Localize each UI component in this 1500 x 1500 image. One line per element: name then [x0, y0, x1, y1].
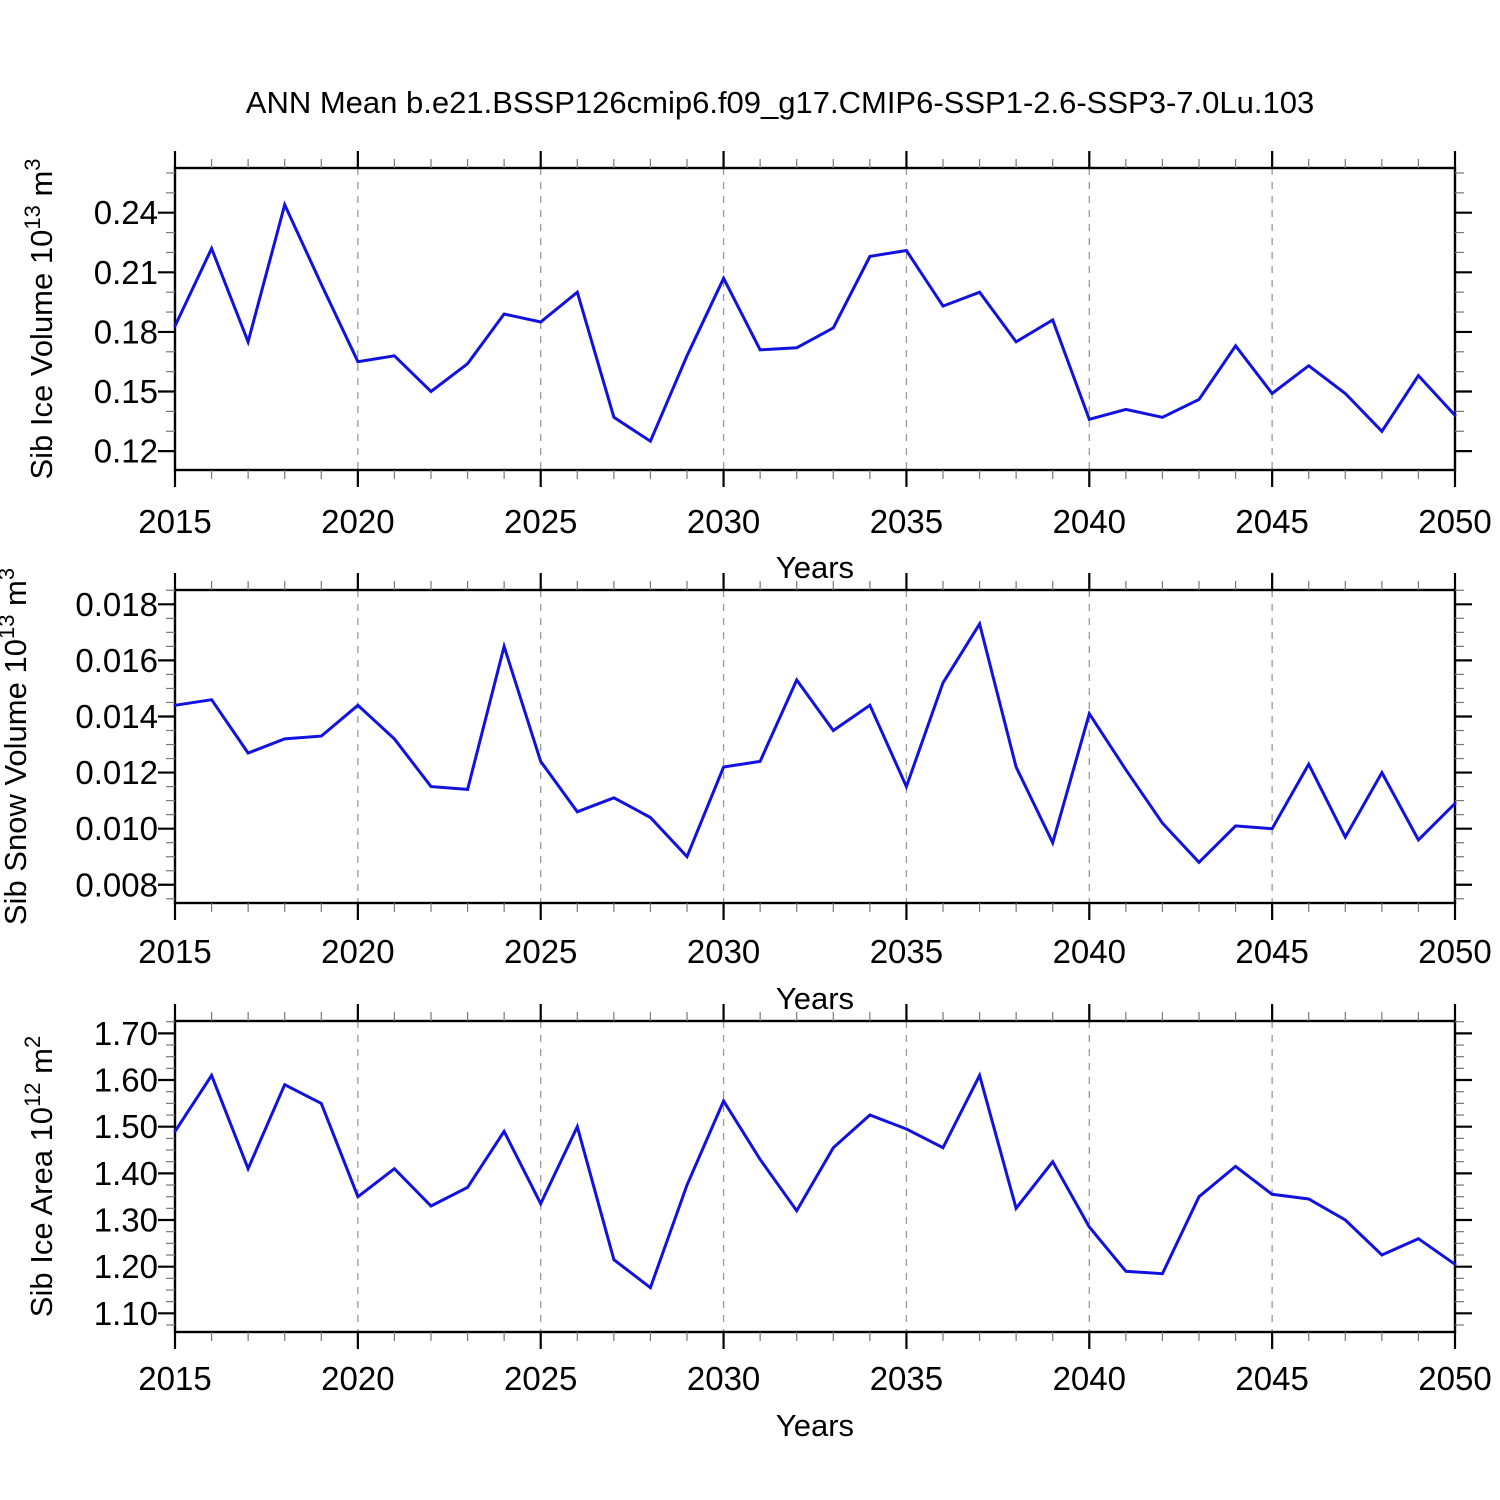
- x-tick-label: 2025: [504, 933, 577, 970]
- series-line-snow-volume: [173, 620, 1457, 865]
- x-axis-title: Years: [776, 550, 854, 585]
- plot-frame: [173, 166, 1457, 472]
- y-axis-title-superscript: 2: [20, 1036, 45, 1048]
- y-tick-label: 0.24: [94, 194, 158, 231]
- x-tick-label: 2020: [321, 933, 394, 970]
- y-tick-label: 1.20: [94, 1248, 158, 1285]
- x-tick-label: 2035: [870, 933, 943, 970]
- series-line-ice-volume: [173, 200, 1457, 444]
- y-axis-title: Sib Ice Area 1012 m2: [20, 1036, 59, 1317]
- y-tick-label: 0.016: [75, 642, 158, 679]
- x-tick-label: 2045: [1235, 933, 1308, 970]
- y-axis-title-text: m: [24, 1048, 59, 1082]
- y-tick-label: 0.18: [94, 313, 158, 350]
- chart-title: ANN Mean b.e21.BSSP126cmip6.f09_g17.CMIP…: [246, 85, 1314, 120]
- x-tick-label: 2025: [504, 1360, 577, 1397]
- x-tick-label: 2050: [1418, 933, 1491, 970]
- y-tick-label: 0.15: [94, 373, 158, 410]
- y-tick-label: 1.40: [94, 1155, 158, 1192]
- y-axis-title-text: Sib Snow Volume 10: [0, 639, 33, 925]
- y-tick-label: 1.60: [94, 1062, 158, 1099]
- x-tick-label: 2015: [138, 1360, 211, 1397]
- x-tick-label: 2020: [321, 1360, 394, 1397]
- x-tick-label: 2050: [1418, 1360, 1491, 1397]
- x-tick-label: 2040: [1053, 1360, 1126, 1397]
- x-tick-label: 2030: [687, 503, 760, 540]
- y-tick-label: 0.21: [94, 254, 158, 291]
- y-tick-label: 0.018: [75, 586, 158, 623]
- y-axis-title-text: Sib Ice Volume 10: [24, 230, 59, 480]
- y-axis-title-superscript: 13: [20, 205, 45, 229]
- x-tick-label: 2045: [1235, 1360, 1308, 1397]
- x-tick-label: 2035: [870, 1360, 943, 1397]
- y-tick-label: 0.008: [75, 866, 158, 903]
- y-tick-label: 0.014: [75, 698, 158, 735]
- y-axis-title-text: m: [0, 580, 33, 614]
- x-tick-label: 2040: [1053, 933, 1126, 970]
- y-axis-title-superscript: 3: [0, 568, 19, 580]
- y-tick-label: 1.10: [94, 1295, 158, 1332]
- x-tick-label: 2045: [1235, 503, 1308, 540]
- plot-frame: [173, 1019, 1457, 1334]
- panel-ice-volume: 0.12 0.15 0.18 0.21 0.24 2015 2020 2025 2030 2035…: [20, 151, 1492, 585]
- y-tick-label: 0.010: [75, 810, 158, 847]
- y-axis-title: Sib Ice Volume 1013 m3: [20, 158, 59, 479]
- y-axis-title-text: m: [24, 171, 59, 205]
- panel-ice-area: 1.10 1.20 1.30 1.40 1.50 1.60 1.70 2015 2020 2025…: [20, 1004, 1492, 1443]
- y-tick-label: 0.012: [75, 754, 158, 791]
- x-tick-label: 2020: [321, 503, 394, 540]
- x-tick-label: 2040: [1053, 503, 1126, 540]
- y-axis-title-superscript: 3: [20, 158, 45, 170]
- x-tick-label: 2015: [138, 933, 211, 970]
- y-tick-label: 0.12: [94, 433, 158, 470]
- x-tick-label: 2030: [687, 933, 760, 970]
- x-axis-title: Years: [776, 1408, 854, 1443]
- y-axis-title: Sib Snow Volume 1013 m3: [0, 568, 33, 925]
- x-tick-label: 2050: [1418, 503, 1491, 540]
- series-line-ice-area: [173, 1071, 1457, 1291]
- x-axis-title: Years: [776, 981, 854, 1016]
- y-tick-label: 1.70: [94, 1015, 158, 1052]
- panel-snow-volume: 0.008 0.010 0.012 0.014 0.016 0.018 2015 2020 20…: [0, 568, 1492, 1016]
- y-axis-title-superscript: 12: [20, 1082, 45, 1106]
- y-tick-label: 1.50: [94, 1108, 158, 1145]
- panels-group: 0.12 0.15 0.18 0.21 0.24 2015 2020 2025 2030 2035…: [0, 151, 1492, 1443]
- y-tick-label: 1.30: [94, 1202, 158, 1239]
- x-tick-label: 2025: [504, 503, 577, 540]
- y-axis-title-text: Sib Ice Area 10: [24, 1107, 59, 1317]
- plot-frame: [173, 588, 1457, 905]
- y-axis-title-superscript: 13: [0, 615, 19, 639]
- x-tick-label: 2030: [687, 1360, 760, 1397]
- x-tick-label: 2035: [870, 503, 943, 540]
- x-tick-label: 2015: [138, 503, 211, 540]
